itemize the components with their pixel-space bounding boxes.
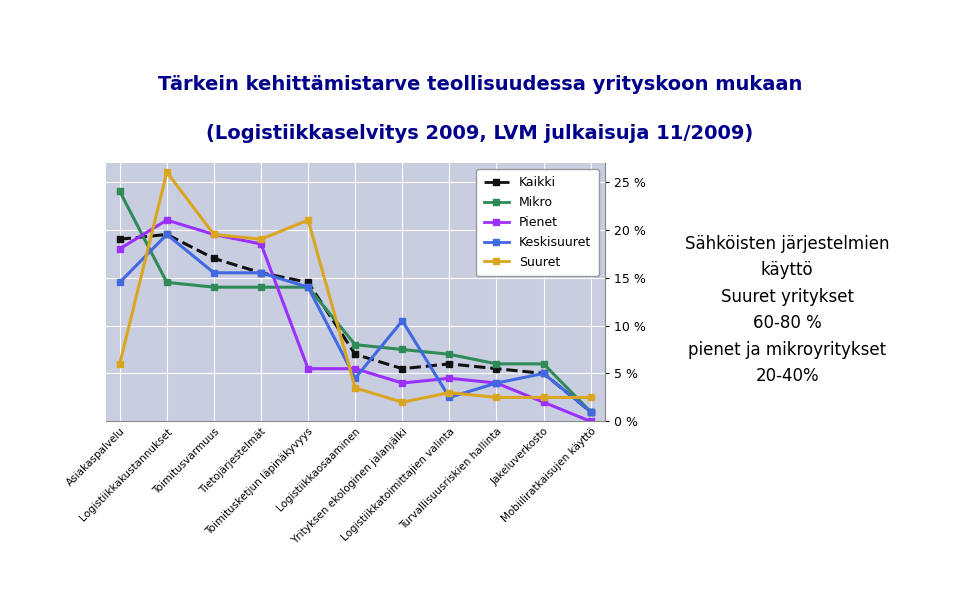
Pienet bbox=[255, 240, 267, 247]
Keskisuuret bbox=[444, 394, 455, 401]
Mikro bbox=[538, 360, 549, 367]
Kaikki bbox=[302, 279, 314, 286]
Mikro bbox=[396, 346, 408, 353]
Pienet bbox=[585, 418, 596, 425]
Suuret bbox=[161, 169, 173, 176]
Kaikki bbox=[161, 231, 173, 238]
Suuret bbox=[255, 235, 267, 243]
Suuret bbox=[538, 394, 549, 401]
Suuret bbox=[444, 389, 455, 396]
Pienet bbox=[538, 399, 549, 406]
Keskisuuret bbox=[491, 379, 502, 386]
Keskisuuret bbox=[302, 284, 314, 291]
Suuret bbox=[585, 394, 596, 401]
Text: VTT: VTT bbox=[862, 17, 904, 36]
Text: 16/08/2010: 16/08/2010 bbox=[667, 22, 727, 33]
Pienet bbox=[396, 379, 408, 386]
Mikro bbox=[114, 188, 126, 195]
Mikro bbox=[255, 284, 267, 291]
Suuret bbox=[491, 394, 502, 401]
Text: (Logistiikkaselvitys 2009, LVM julkaisuja 11/2009): (Logistiikkaselvitys 2009, LVM julkaisuj… bbox=[206, 123, 754, 143]
Pienet bbox=[302, 365, 314, 372]
Mikro bbox=[208, 284, 220, 291]
Mikro bbox=[302, 284, 314, 291]
Kaikki bbox=[444, 360, 455, 367]
Line: Kaikki: Kaikki bbox=[116, 231, 594, 415]
Text: VTT TECHNICAL RESEARCH CENTRE OF FINLAND: VTT TECHNICAL RESEARCH CENTRE OF FINLAND bbox=[17, 22, 300, 33]
Pienet bbox=[161, 217, 173, 224]
Pienet bbox=[444, 374, 455, 382]
Pienet bbox=[114, 245, 126, 252]
Line: Suuret: Suuret bbox=[116, 169, 594, 406]
Suuret bbox=[349, 384, 361, 391]
Suuret bbox=[208, 231, 220, 238]
Kaikki bbox=[255, 269, 267, 276]
Kaikki bbox=[491, 365, 502, 372]
Keskisuuret bbox=[349, 374, 361, 382]
Text: Sähköisten järjestelmien
käyttö
Suuret yritykset
60-80 %
pienet ja mikroyritykse: Sähköisten järjestelmien käyttö Suuret y… bbox=[684, 235, 890, 385]
Line: Pienet: Pienet bbox=[116, 217, 594, 425]
Text: 11: 11 bbox=[739, 22, 753, 33]
Text: Tärkein kehittämistarve teollisuudessa yrityskoon mukaan: Tärkein kehittämistarve teollisuudessa y… bbox=[157, 75, 803, 94]
Kaikki bbox=[208, 255, 220, 262]
Keskisuuret bbox=[538, 370, 549, 377]
Kaikki bbox=[585, 408, 596, 415]
Mikro bbox=[491, 360, 502, 367]
Suuret bbox=[114, 360, 126, 367]
Keskisuuret bbox=[396, 317, 408, 324]
Mikro bbox=[161, 279, 173, 286]
Pienet bbox=[208, 231, 220, 238]
Kaikki bbox=[396, 365, 408, 372]
Pienet bbox=[349, 365, 361, 372]
Pienet bbox=[491, 379, 502, 386]
Kaikki bbox=[114, 235, 126, 243]
Keskisuuret bbox=[255, 269, 267, 276]
Kaikki bbox=[538, 370, 549, 377]
Line: Mikro: Mikro bbox=[116, 188, 594, 415]
Keskisuuret bbox=[114, 279, 126, 286]
Keskisuuret bbox=[585, 408, 596, 415]
Legend: Kaikki, Mikro, Pienet, Keskisuuret, Suuret: Kaikki, Mikro, Pienet, Keskisuuret, Suur… bbox=[476, 169, 598, 276]
Kaikki bbox=[349, 351, 361, 358]
Line: Keskisuuret: Keskisuuret bbox=[116, 231, 594, 415]
Mikro bbox=[349, 341, 361, 349]
Keskisuuret bbox=[208, 269, 220, 276]
Keskisuuret bbox=[161, 231, 173, 238]
Suuret bbox=[302, 217, 314, 224]
Mikro bbox=[585, 408, 596, 415]
Suuret bbox=[396, 399, 408, 406]
Mikro bbox=[444, 351, 455, 358]
